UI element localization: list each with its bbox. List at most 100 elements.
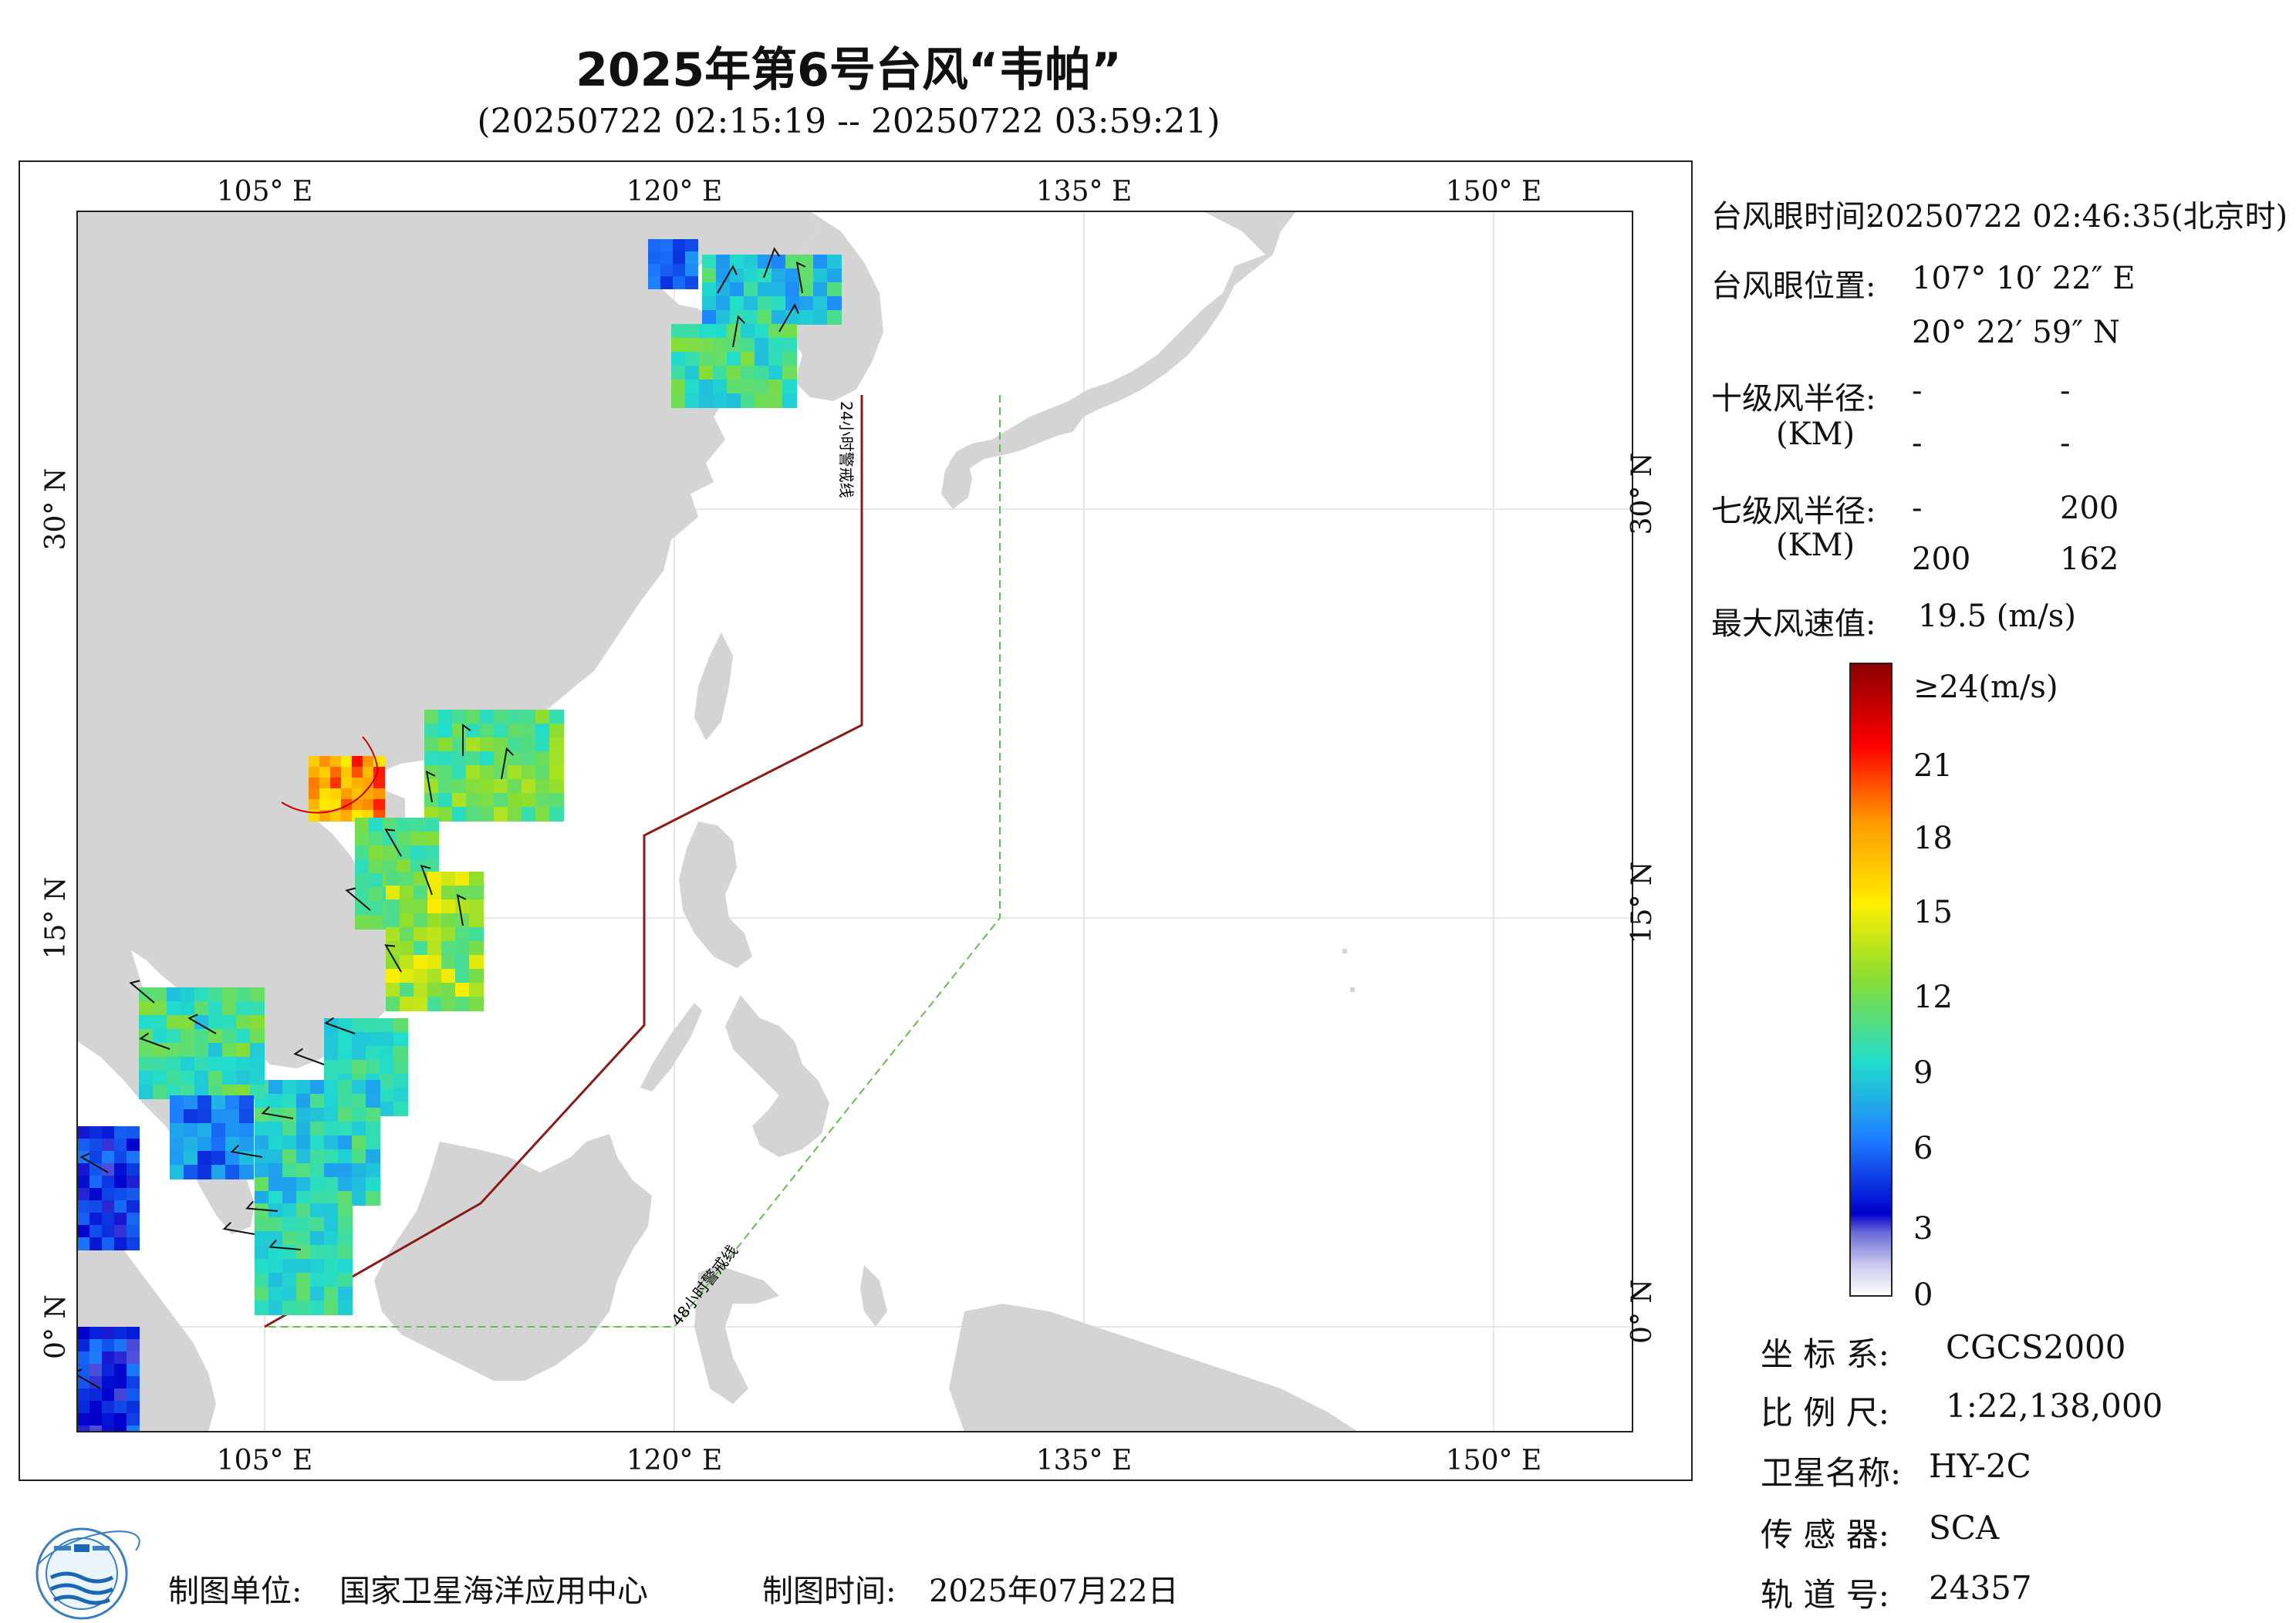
wind-cell <box>319 756 331 768</box>
wind-cell <box>181 987 195 1002</box>
wind-cell <box>198 1123 212 1138</box>
wind-cell <box>170 1165 184 1179</box>
wind-cell <box>480 807 495 822</box>
wind-cell <box>366 1094 380 1108</box>
wind-cell <box>685 276 698 289</box>
satellite-value: HY-2C <box>1929 1447 2031 1485</box>
wind-cell <box>699 338 714 353</box>
wind-cell <box>369 915 383 930</box>
warning-line-24h <box>264 395 863 1328</box>
wind-cell <box>236 1071 251 1085</box>
wind-cell <box>685 380 700 394</box>
wind-cell <box>153 1085 167 1099</box>
wind-cell <box>400 969 414 984</box>
wind-cell <box>355 901 370 916</box>
coord-system-value: CGCS2000 <box>1946 1328 2126 1366</box>
wind-cell <box>441 941 456 956</box>
wind-cell <box>744 310 758 325</box>
wind-cell <box>114 1176 127 1189</box>
wind-cell <box>170 1095 184 1110</box>
wind-cell <box>77 1151 90 1164</box>
wind-cell <box>685 366 700 380</box>
wind-cell <box>310 1217 325 1232</box>
wind-cell <box>282 1163 297 1178</box>
left-lat-tick: 15° N <box>40 877 72 960</box>
wind-cell <box>102 1237 115 1250</box>
wind-cell <box>102 1213 115 1226</box>
wind-cell <box>268 1231 283 1246</box>
wind-cell <box>77 1139 90 1152</box>
wind-cell <box>363 767 374 778</box>
wind-cell <box>827 310 842 325</box>
wind-cell <box>127 1413 140 1426</box>
wind-cell <box>685 251 698 265</box>
wind-cell <box>139 1015 154 1030</box>
wind-cell <box>222 1015 237 1030</box>
wind-cell <box>268 1122 283 1136</box>
wind-cell <box>89 1139 103 1152</box>
wind-cell <box>535 710 550 724</box>
wind-cell <box>424 832 439 846</box>
wind-cell <box>424 737 439 752</box>
wind-cell <box>89 1151 103 1164</box>
wind-cell <box>455 941 470 956</box>
wind-cell <box>268 1301 283 1315</box>
wind-cell <box>716 310 731 325</box>
wind-cell <box>338 1149 353 1164</box>
wind-cell <box>114 1327 127 1340</box>
wind-cell <box>827 255 842 269</box>
wind-cell <box>785 255 800 269</box>
wind-cell <box>386 886 400 900</box>
wind-cell <box>114 1351 127 1365</box>
wind-cell <box>338 1301 353 1315</box>
wind-cell <box>194 1043 209 1058</box>
wind-cell <box>702 310 717 325</box>
wind-cell <box>102 1426 115 1432</box>
colorbar <box>1849 663 1893 1297</box>
wind-cell <box>386 872 400 886</box>
wind-cell <box>410 818 425 832</box>
wind-cell <box>127 1163 140 1176</box>
wind-cell <box>184 1109 198 1124</box>
wind-cell <box>338 1080 353 1095</box>
wind-cell <box>494 710 508 724</box>
wind-cell <box>352 1177 366 1192</box>
top-lon-tick: 135° E <box>1036 176 1132 208</box>
wind-cell <box>730 310 745 325</box>
wind-cell <box>699 366 714 380</box>
typhoon-eye-circle <box>281 736 379 814</box>
wind-cell <box>77 1213 90 1226</box>
wind-cell <box>424 724 439 738</box>
wind-cell <box>310 1094 325 1108</box>
wind-cell <box>713 338 728 353</box>
wind-cell <box>427 899 442 914</box>
wind-cell <box>741 380 755 394</box>
wind-cell <box>114 1188 127 1201</box>
wind-cell <box>772 282 786 297</box>
wind-cell <box>441 955 456 970</box>
r10-value: - <box>2060 373 2071 409</box>
wind-cell <box>324 1245 339 1260</box>
wind-cell <box>414 886 428 900</box>
wind-cell <box>441 927 456 942</box>
wind-cell <box>310 1080 325 1095</box>
wind-cell <box>309 767 320 778</box>
wind-cell <box>508 710 522 724</box>
wind-cell <box>338 1217 353 1232</box>
colorbar-label: 9 <box>1913 1055 1933 1091</box>
wind-cell <box>522 737 536 752</box>
wind-cell <box>386 983 400 997</box>
r10-value: - <box>1912 373 1923 409</box>
wind-cell <box>685 264 698 277</box>
wind-cell <box>648 276 661 289</box>
wind-cell <box>427 997 442 1011</box>
wind-cell <box>480 751 495 766</box>
wind-cell <box>455 983 470 997</box>
wind-cell <box>469 983 484 997</box>
wind-cell <box>139 1029 154 1044</box>
wind-cell <box>727 338 741 353</box>
wind-cell <box>194 1015 209 1030</box>
wind-cell <box>282 1245 297 1260</box>
wind-cell <box>813 255 828 269</box>
wind-cell <box>355 832 370 846</box>
